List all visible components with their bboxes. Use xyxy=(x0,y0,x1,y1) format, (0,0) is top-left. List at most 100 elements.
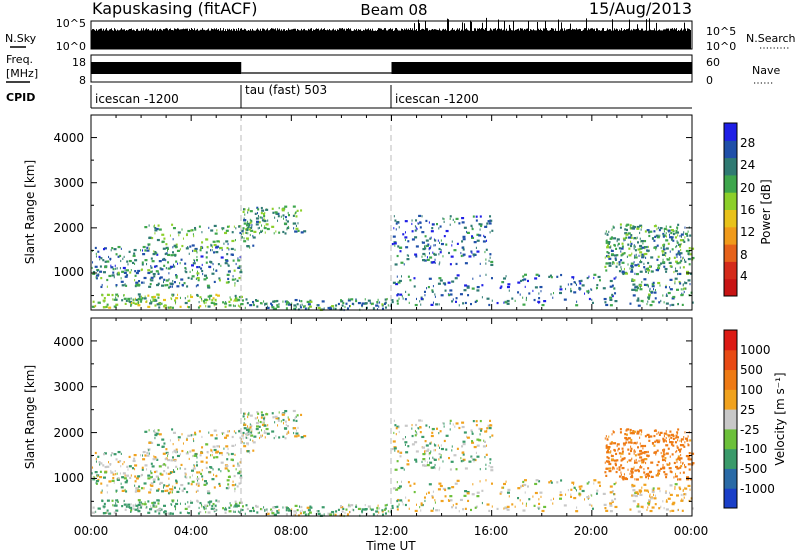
power-echo-cell xyxy=(393,242,397,245)
velocity-echo-cell xyxy=(415,423,418,427)
velocity-echo-cell xyxy=(669,455,671,458)
power-axis-ticks xyxy=(90,114,693,310)
velocity-echo-cell xyxy=(584,498,586,501)
velocity-echo-cell xyxy=(215,499,218,502)
power-echo-cell xyxy=(239,271,243,274)
velocity-echo-cell xyxy=(168,512,172,515)
velocity-echo-cell xyxy=(210,454,212,457)
velocity-echo-cell xyxy=(277,424,279,427)
velocity-echo-cell xyxy=(263,431,267,434)
power-echo-cell xyxy=(607,255,611,258)
power-echo-cell xyxy=(650,256,654,259)
power-echo-cell xyxy=(406,258,410,261)
power-echo-cell xyxy=(102,306,106,309)
power-echo-cell xyxy=(420,303,422,306)
velocity-y-label: Slant Range [km] xyxy=(23,365,37,469)
velocity-echo-cell xyxy=(470,508,473,512)
power-echo-cell xyxy=(488,222,492,225)
velocity-echo-cell xyxy=(165,484,169,488)
power-echo-cell xyxy=(349,304,352,308)
power-echo-cell xyxy=(413,277,416,280)
velocity-echo-cell xyxy=(621,466,625,470)
power-echo-cell xyxy=(646,283,649,287)
velocity-echo-cell xyxy=(488,464,490,468)
power-echo-cell xyxy=(234,297,237,300)
velocity-echo-cell xyxy=(506,508,510,511)
power-echo-cell xyxy=(293,222,297,225)
power-echo-cell xyxy=(676,241,679,244)
power-echo-cell xyxy=(106,260,110,263)
power-echo-cell xyxy=(449,289,453,292)
velocity-echo-cell xyxy=(570,495,573,498)
velocity-echo-cell xyxy=(657,431,659,434)
velocity-echo-cell xyxy=(643,483,647,486)
power-echo-cell xyxy=(100,277,103,280)
velocity-echo-cell xyxy=(615,470,618,474)
velocity-echo-cell xyxy=(228,506,231,509)
power-echo-cell xyxy=(483,234,485,238)
power-echo-cell xyxy=(122,266,126,270)
power-echo-cell xyxy=(201,263,203,267)
velocity-echo-cell xyxy=(350,504,354,507)
power-echo-cell xyxy=(147,294,150,297)
power-echo-cell xyxy=(300,231,304,234)
power-echo-cell xyxy=(158,306,161,309)
velocity-echo-cell xyxy=(163,463,166,466)
velocity-echo-cell xyxy=(163,442,166,445)
power-echo-cell xyxy=(470,250,473,253)
power-echo-cell xyxy=(261,216,263,220)
velocity-echo-cell xyxy=(396,499,399,503)
velocity-echo-cell xyxy=(486,444,488,447)
power-echo-cell xyxy=(631,268,634,272)
velocity-echo-cell xyxy=(422,452,426,456)
velocity-echo-cell xyxy=(223,447,225,450)
power-echo-cell xyxy=(677,243,681,246)
velocity-echo-cell xyxy=(658,507,661,510)
velocity-echo-cell xyxy=(164,512,166,515)
power-echo-cell xyxy=(646,249,650,252)
power-echo-cell xyxy=(237,304,239,307)
velocity-echo-cell xyxy=(375,510,379,513)
power-echo-cell xyxy=(637,241,640,244)
velocity-echo-cell xyxy=(154,436,156,440)
velocity-echo-cell xyxy=(341,510,344,513)
power-echo-cell xyxy=(170,306,172,309)
power-echo-cell xyxy=(294,212,296,215)
velocity-echo-cell xyxy=(640,445,642,448)
velocity-echo-cell xyxy=(146,468,148,471)
power-echo-cell xyxy=(525,296,527,300)
velocity-echo-cell xyxy=(404,503,407,507)
power-echo-cell xyxy=(449,215,452,218)
power-echo-cell xyxy=(167,249,169,252)
velocity-echo-cell xyxy=(291,508,293,511)
velocity-echo-cell xyxy=(128,455,131,459)
velocity-echo-cell xyxy=(669,462,671,465)
power-echo-cell xyxy=(679,282,682,285)
power-colorbar-swatch xyxy=(724,123,737,141)
velocity-echo-cell xyxy=(97,475,99,478)
power-echo-cell xyxy=(611,228,613,231)
power-echo-cell xyxy=(109,257,112,260)
velocity-echo-cell xyxy=(346,513,349,516)
power-echo-cell xyxy=(104,260,107,263)
velocity-echo-cell xyxy=(231,484,235,487)
velocity-echo-cell xyxy=(437,488,441,491)
velocity-echo-cell xyxy=(299,510,301,513)
velocity-echo-cell xyxy=(533,504,536,507)
power-echo-cell xyxy=(399,250,402,253)
power-echo-cell xyxy=(154,265,157,268)
velocity-echo-cell xyxy=(201,505,203,508)
velocity-echo-cell xyxy=(419,426,422,429)
power-echo-cell xyxy=(411,230,414,233)
velocity-echo-cell xyxy=(115,473,117,476)
power-echo-cell xyxy=(630,236,633,239)
velocity-echo-cell xyxy=(107,499,109,502)
power-echo-cell xyxy=(234,304,236,308)
velocity-echo-cell xyxy=(416,432,418,435)
velocity-echo-cell xyxy=(462,453,465,456)
velocity-echo-cell xyxy=(135,487,139,490)
velocity-echo-cell xyxy=(640,444,644,448)
power-echo-cell xyxy=(639,247,643,250)
power-echo-cell xyxy=(201,299,203,302)
power-echo-cell xyxy=(132,254,136,257)
